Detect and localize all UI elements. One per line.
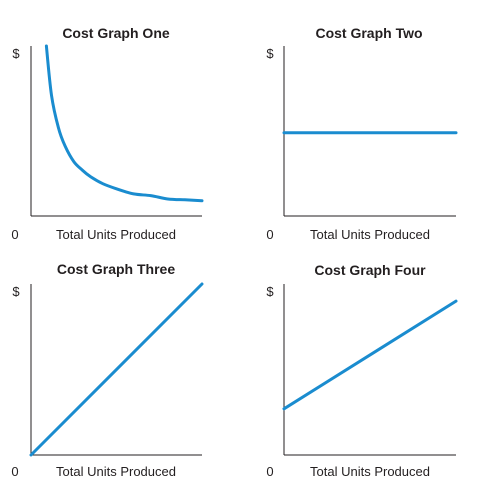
chart-title: Cost Graph One (62, 25, 170, 41)
y-axis-label: $ (12, 46, 20, 61)
y-axis-label: $ (266, 284, 274, 299)
x-axis-label: Total Units Produced (56, 227, 176, 242)
origin-label: 0 (11, 227, 18, 242)
x-axis-label: Total Units Produced (56, 464, 176, 479)
chart-title: Cost Graph Two (315, 25, 422, 41)
x-axis-label: Total Units Produced (310, 227, 430, 242)
cost-graph-2: Cost Graph Two $0 Total Units Produced (266, 25, 458, 242)
chart-title: Cost Graph Three (57, 261, 175, 277)
y-axis-label: $ (12, 284, 20, 299)
x-axis-label: Total Units Produced (310, 464, 430, 479)
cost-line-series-1 (282, 299, 458, 411)
cost-line-series-1 (44, 44, 204, 203)
cost-graph-1: Cost Graph One $0 Total Units Produced (11, 25, 204, 242)
y-axis-label: $ (266, 46, 274, 61)
cost-graph-3: Cost Graph Three $0 Total Units Produced (11, 261, 204, 479)
cost-graph-4: Cost Graph Four $0 Total Units Produced (266, 262, 458, 479)
chart-title: Cost Graph Four (314, 262, 426, 278)
origin-label: 0 (11, 464, 18, 479)
cost-line-series-1 (29, 282, 204, 457)
origin-label: 0 (266, 227, 273, 242)
origin-label: 0 (266, 464, 273, 479)
